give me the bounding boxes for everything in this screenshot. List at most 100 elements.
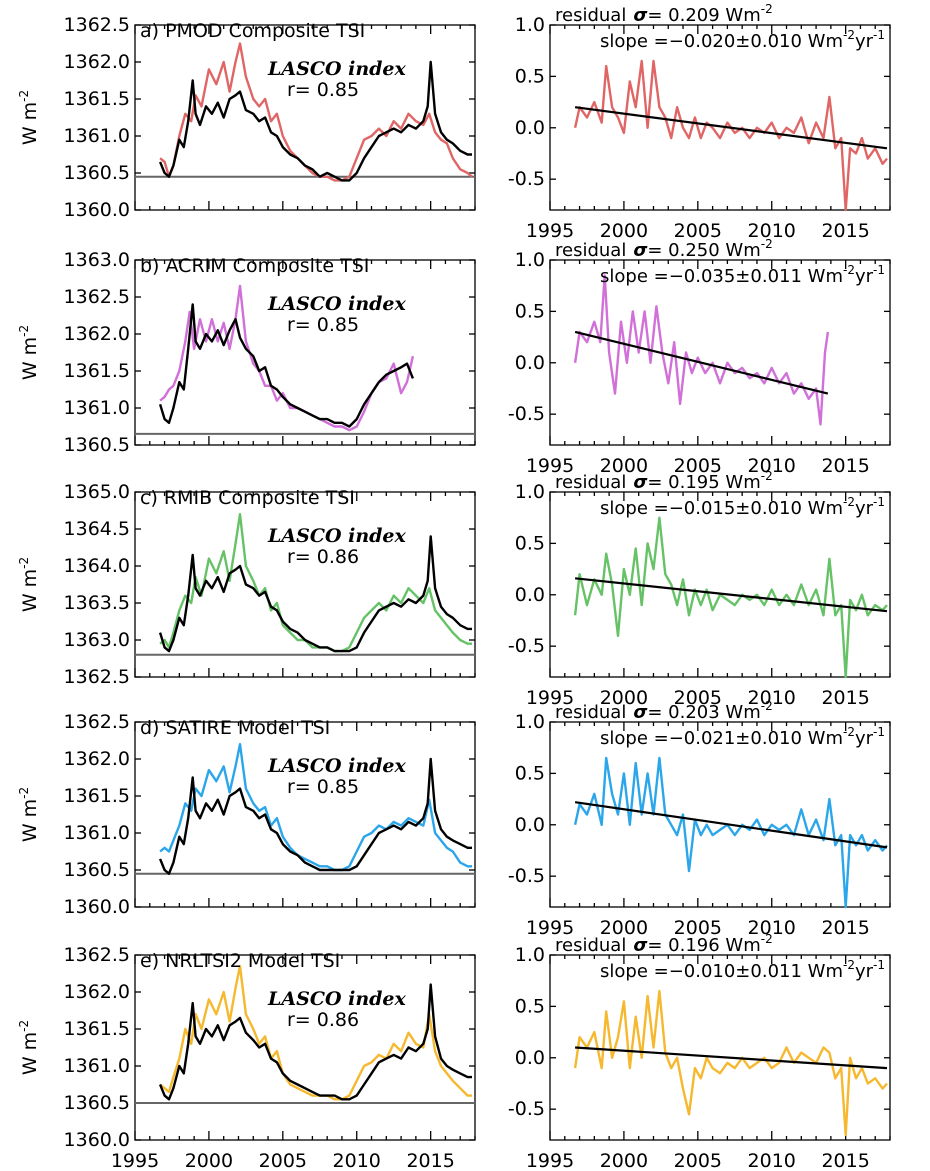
residual-word: residual <box>555 472 626 493</box>
axes-frame <box>549 24 891 211</box>
axes-frame <box>134 24 476 211</box>
y-tick-label: 1361.0 <box>64 1055 130 1077</box>
y-axis-label-exponent: -2 <box>17 1020 31 1032</box>
panel-title: e) NRLTSI2 Model TSI <box>140 950 340 972</box>
proxy-label: LASCO index <box>267 58 407 80</box>
x-tick-label: 2010 <box>748 220 796 242</box>
y-axis-label-exponent: -2 <box>17 325 31 337</box>
y-axis-label-text: W m <box>19 102 41 145</box>
y-axis-label: W m-2 <box>17 557 41 612</box>
y-axis-label-exponent: -2 <box>17 90 31 102</box>
y-tick-label: 1362.0 <box>64 748 130 770</box>
proxy-label: LASCO index <box>267 988 407 1010</box>
series-line-1 <box>158 983 472 1101</box>
sigma-value: = 0.203 Wm <box>647 702 760 723</box>
proxy-label: LASCO index <box>267 293 407 315</box>
x-tick-label: 2015 <box>821 917 869 939</box>
y-tick-label: 0.0 <box>515 117 545 139</box>
sigma-symbol: σ <box>633 935 648 956</box>
y-axis-label-text: W m <box>19 337 41 380</box>
slope-units-exponent: -2 <box>843 28 855 42</box>
y-tick-label: 0.5 <box>515 300 545 322</box>
x-tick-label: 1995 <box>111 1150 159 1171</box>
correlation-label: r= 0.85 <box>287 314 359 336</box>
sigma-units-exponent: -2 <box>761 699 773 713</box>
x-tick-label: 2010 <box>748 1150 796 1171</box>
slope-units-yr-exponent: -1 <box>873 263 885 277</box>
y-tick-label: -0.5 <box>508 635 545 657</box>
x-tick-label: 2010 <box>748 687 796 709</box>
panel-e-left: 1360.0 1360.5 1361.0 1361.5 1362.0 1362.5 1995… <box>17 944 476 1171</box>
x-tick-label: 1995 <box>526 1150 574 1171</box>
y-tick-label: 1364.0 <box>64 555 130 577</box>
y-tick-label: 0.5 <box>515 995 545 1017</box>
x-tick-label: 2005 <box>674 687 722 709</box>
series-line-0 <box>573 756 888 909</box>
slope-units-yr: yr <box>855 961 874 982</box>
slope-units-exponent: -2 <box>843 495 855 509</box>
y-tick-label: 1361.5 <box>64 360 130 382</box>
slope-units-yr-exponent: -1 <box>873 28 885 42</box>
y-axis-label: W m-2 <box>17 1020 41 1075</box>
y-tick-label: 1362.0 <box>64 323 130 345</box>
series-line-0 <box>573 274 830 426</box>
x-tick-label: 1995 <box>526 220 574 242</box>
x-tick-label: 2005 <box>674 455 722 477</box>
y-tick-label: 1362.0 <box>64 981 130 1003</box>
y-tick-label: 1360.0 <box>64 896 130 918</box>
x-tick-label: 2005 <box>674 1150 722 1171</box>
residual-annotation: residual σ= 0.203 Wm-2 <box>555 699 773 723</box>
x-tick-label: 1995 <box>526 917 574 939</box>
y-axis-label: W m-2 <box>17 90 41 145</box>
series-line-0 <box>573 59 888 212</box>
series-line-0 <box>159 964 472 1101</box>
residual-annotation: residual σ= 0.209 Wm-2 <box>555 2 773 26</box>
axes-frame <box>549 954 891 1141</box>
slope-text: slope =−0.010±0.011 Wm <box>600 961 843 982</box>
x-tick-label: 2000 <box>600 455 648 477</box>
residual-annotation: residual σ= 0.195 Wm-2 <box>555 469 773 493</box>
residual-word: residual <box>555 5 626 26</box>
y-tick-label: 1.0 <box>515 944 545 966</box>
y-tick-label: 1362.5 <box>64 944 130 966</box>
panel-e-right: -0.5 0.0 0.5 1.0 1995 2000 2005 2010 2015 residua… <box>508 932 891 1171</box>
slope-units-yr: yr <box>855 728 874 749</box>
y-tick-label: 0.0 <box>515 1047 545 1069</box>
y-tick-label: 1365.0 <box>64 481 130 503</box>
y-axis-label: W m-2 <box>17 787 41 842</box>
y-tick-label: 1361.5 <box>64 785 130 807</box>
slope-annotation: slope =−0.010±0.011 Wm-2yr-1 <box>600 958 885 982</box>
y-tick-label: 1360.0 <box>64 1129 130 1151</box>
sigma-units-exponent: -2 <box>761 237 773 251</box>
slope-units-exponent: -2 <box>843 958 855 972</box>
y-tick-label: 0.0 <box>515 584 545 606</box>
y-tick-label: 1360.5 <box>64 859 130 881</box>
sigma-units-exponent: -2 <box>761 932 773 946</box>
panel-d-left: 1360.0 1360.5 1361.0 1361.5 1362.0 1362.5 d) S… <box>17 711 476 918</box>
x-tick-label: 1995 <box>526 687 574 709</box>
y-axis-label-exponent: -2 <box>17 787 31 799</box>
y-tick-label: 0.0 <box>515 814 545 836</box>
sigma-value: = 0.195 Wm <box>647 472 760 493</box>
series-line-0 <box>573 989 888 1137</box>
slope-units-exponent: -2 <box>843 263 855 277</box>
axes-frame <box>549 721 891 908</box>
slope-units-yr-exponent: -1 <box>873 725 885 739</box>
sigma-units-exponent: -2 <box>761 2 773 16</box>
y-tick-label: 1362.0 <box>64 51 130 73</box>
slope-units-exponent: -2 <box>843 725 855 739</box>
slope-units-yr: yr <box>855 266 874 287</box>
series-line-0 <box>573 516 888 679</box>
y-tick-label: 1362.5 <box>64 286 130 308</box>
panel-title: c) RMIB Composite TSI <box>140 487 355 509</box>
slope-units-yr: yr <box>855 31 874 52</box>
panel-c-right: -0.5 0.0 0.5 1.0 1995 2000 2005 2010 2015 residua… <box>508 469 891 709</box>
series-line-0 <box>159 743 472 872</box>
trend-line <box>575 1046 888 1070</box>
y-tick-label: 1360.5 <box>64 434 130 456</box>
residual-word: residual <box>555 935 626 956</box>
sigma-value: = 0.209 Wm <box>647 5 760 26</box>
axes-frame <box>134 491 476 678</box>
panel-title: b) ACRIM Composite TSI <box>140 255 369 277</box>
